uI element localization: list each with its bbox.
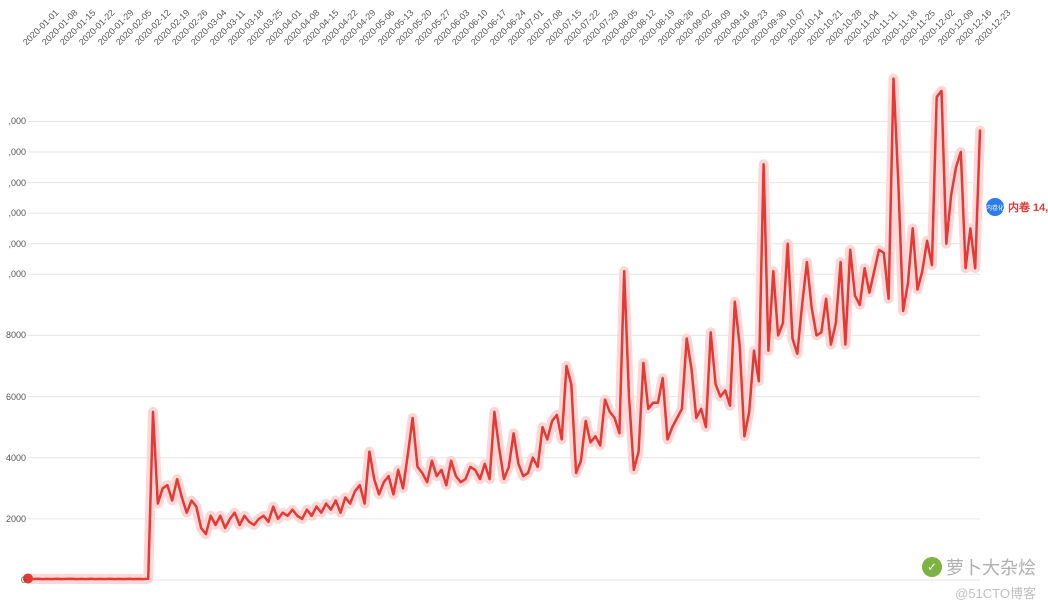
chart-svg (0, 0, 1048, 614)
y-tick-label: 0 (0, 575, 26, 585)
y-tick-label: ,000 (0, 178, 26, 188)
y-tick-label: ,000 (0, 116, 26, 126)
line-chart: 2020-01-012020-01-082020-01-152020-01-22… (0, 0, 1048, 614)
y-tick-label: 2000 (0, 514, 26, 524)
y-tick-label: ,000 (0, 239, 26, 249)
watermark-brand-text: 萝卜大杂烩 (946, 554, 1036, 580)
watermark-source: @51CTO博客 (955, 583, 1036, 602)
watermark-brand: ✓ 萝卜大杂烩 (922, 554, 1036, 580)
y-tick-label: ,000 (0, 208, 26, 218)
y-tick-label: 6000 (0, 392, 26, 402)
series-end-badge-text: 内卷化 (986, 203, 1004, 212)
series-end-label: 内卷 14,7 (1008, 199, 1048, 215)
y-tick-label: 4000 (0, 453, 26, 463)
series-end-badge: 内卷化 (986, 198, 1004, 216)
y-tick-label: ,000 (0, 147, 26, 157)
wechat-check-icon: ✓ (922, 557, 942, 577)
y-tick-label: ,000 (0, 269, 26, 279)
y-tick-label: 8000 (0, 330, 26, 340)
